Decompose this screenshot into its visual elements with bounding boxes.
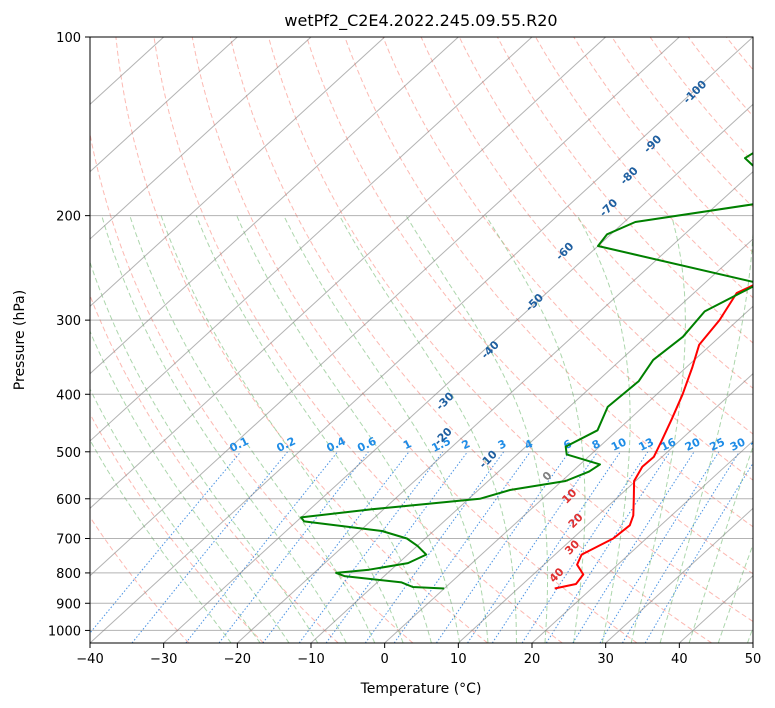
x-tick-label: −10 [297,652,324,667]
mixing-ratio-line [262,451,410,643]
dry-adiabat-line [306,37,753,575]
x-tick-label: 40 [671,652,688,667]
y-tick-label: 800 [56,567,81,582]
moist-adiabat-line [659,221,753,643]
dry-adiabat-line [90,516,190,643]
y-tick-label: 700 [56,533,81,548]
moist-adiabat-line [485,215,586,643]
moist-adiabat-line [405,215,549,643]
isotherm-line [90,37,238,173]
isotherm-line [384,305,753,643]
x-tick-label: 30 [597,652,614,667]
moist-adiabat-line [160,215,404,643]
isotherm-line [90,37,386,308]
x-tick-label: 10 [450,652,467,667]
y-tick-label: 300 [56,314,81,329]
mixing-ratio-line [572,451,695,643]
x-tick-label: 50 [745,652,762,667]
mixing-ratio-line [621,451,740,643]
mixing-ratio-line [131,451,288,643]
isotherm-line [163,103,753,643]
isotherm-line [457,372,753,643]
moist-adiabat-line [630,215,686,643]
chart-title: wetPf2_C2E4.2022.245.09.55.R20 [284,11,557,31]
isotherm-line [605,507,753,643]
y-tick-label: 400 [56,388,81,403]
axes: −40 −30 −20 −10 0 10 20 30 40 50 100 200 300 400 500 60… [48,31,761,667]
dry-adiabat-line [382,37,753,481]
y-tick-label: 200 [56,210,81,225]
dry-adiabat-line [90,294,339,643]
dry-adiabat-line [268,37,753,623]
isotherm-line [90,37,607,510]
plot-frame [89,36,754,644]
dry-adiabat-line [90,131,414,643]
y-tick-label: 1000 [48,624,81,639]
mixing-ratio-line [298,451,444,643]
x-tick-label: −40 [76,652,103,667]
isotherm-line [310,238,753,643]
isotherm-line [90,37,312,240]
y-tick-label: 600 [56,493,81,508]
moist-adiabat-line [129,215,376,643]
moist-adiabat-line [101,215,347,643]
dry-adiabat-line [229,37,712,643]
mixing-ratio-label: 10 [609,435,629,454]
x-tick-label: 20 [524,652,541,667]
dry-adiabat-line [611,37,753,208]
moist-adiabat-line [577,215,631,643]
mixing-ratio-label: 36 [749,435,769,454]
dry-adiabat-line [496,37,753,344]
mixing-ratio-line [325,451,468,643]
x-axis-label: Temperature (°C) [360,681,482,697]
mixing-ratio-line [545,451,671,643]
mixing-ratio-line [90,451,242,634]
profile-series [300,151,753,590]
x-tick-label: 0 [381,652,389,667]
x-tick-label: −20 [224,652,251,667]
mixing-ratio-label: 20 [683,435,703,454]
isotherm-line [90,37,680,577]
mixing-ratio-line [364,451,505,643]
moist-adiabat-line [688,444,753,643]
dry-adiabat-line [649,37,753,163]
moist-adiabat-line [90,260,319,643]
y-tick-label: 500 [56,446,81,461]
dry-adiabat-line [344,37,753,528]
temperature-line [554,284,753,590]
y-tick-label: 900 [56,597,81,612]
background-lines [90,37,753,643]
dry-adiabat-line [458,37,753,389]
y-tick-label: 100 [56,31,81,46]
mixing-ratio-line [393,451,531,643]
mixing-ratio-label: 16 [659,435,679,454]
mixing-ratio-line [599,451,720,643]
x-tick-label: −30 [150,652,177,667]
mixing-ratio-line [521,451,649,643]
isotherm-line [90,37,459,375]
mixing-ratio-label: 25 [708,435,727,453]
dry-adiabat-line [115,37,488,643]
isotherm-line [531,440,753,643]
mixing-ratio-label: 13 [637,435,656,453]
mixing-ratio-line [185,451,338,643]
isotherm-line [90,37,533,442]
mixing-ratio-label: 30 [728,435,748,454]
mixing-ratio-line [467,451,599,643]
moist-adiabat-line [339,215,517,643]
isotherm-line [236,170,753,643]
y-axis-label: Pressure (hPa) [12,290,28,390]
mixing-ratio-line [644,462,753,643]
isotherm-line [90,37,753,643]
dewpoint-line [300,151,753,590]
dry-adiabat-line [535,37,753,299]
dry-adiabat-line [191,37,638,643]
moist-adiabat-line [90,330,290,643]
